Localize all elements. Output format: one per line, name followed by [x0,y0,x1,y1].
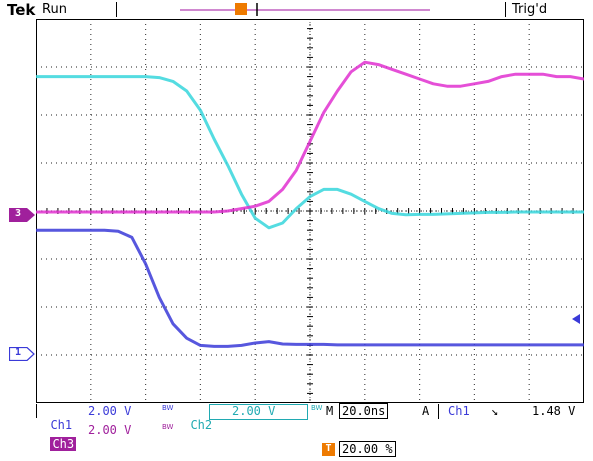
trace-ch1 [36,228,584,348]
trigger-position-value: 20.00 % [339,441,396,457]
waveform-display [36,19,584,403]
status-divider-left [116,2,117,17]
run-state: Run [42,2,67,17]
trace-ch2 [36,75,584,230]
ch2-bandwidth-icon: BW [311,404,323,412]
ch1-name: Ch1 [50,418,73,432]
ch3-name: Ch3 [50,437,77,451]
brand-logo: Tek [7,1,36,19]
ch2-scale: 2.00 V [232,404,276,418]
ch3-reference-marker[interactable]: 3 [9,207,35,222]
ch3-marker-icon [9,208,35,222]
ch1-scale: 2.00 V [88,404,132,418]
ch2-readout[interactable]: Ch2 [176,404,212,432]
ch1-marker-label: 1 [14,347,22,358]
ch3-bandwidth-icon: BW [162,423,174,431]
timebase-readout[interactable]: 20.0ns [339,403,389,419]
ch1-marker-icon [8,346,35,362]
ch2-name: Ch2 [190,418,213,432]
record-position-indicator [180,3,430,16]
trigger-position-icon-label: T [325,443,332,454]
trace-ch3 [36,60,584,214]
trigger-mode: A [422,404,430,418]
trigger-state: Trig'd [512,2,548,17]
ch3-readout[interactable]: Ch3 [36,423,77,451]
record-window-marker [235,3,247,15]
timebase-label: M [326,404,334,418]
trigger-slope-icon: ↘ [491,404,499,418]
ch3-scale: 2.00 V [88,423,132,437]
trigger-position-icon [322,443,335,456]
trigger-readout-divider [438,404,439,419]
waveform-traces [36,60,584,348]
status-divider-right [505,2,506,17]
trigger-source[interactable]: Ch1 [448,404,470,418]
ch1-readout[interactable]: Ch1 [36,404,72,432]
status-bar: Tek Run Trig'd [0,0,593,19]
ch1-bandwidth-icon: BW [162,404,174,412]
ch3-marker-label: 3 [14,208,22,219]
trigger-level-arrow-icon[interactable] [571,313,581,325]
trigger-level[interactable]: 1.48 V [532,404,576,418]
ch2-scale-box [209,404,308,420]
ch1-reference-marker[interactable]: 1 [8,346,35,362]
readout-divider-1 [36,404,37,418]
